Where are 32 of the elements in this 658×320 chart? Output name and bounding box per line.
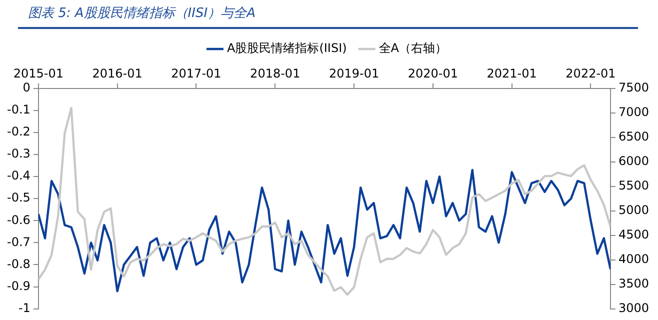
y2-tick-label: 7500	[618, 80, 650, 95]
y-tick-label: -0.4	[6, 168, 30, 183]
x-tick-label: 2022-01	[566, 66, 616, 80]
y-tick-label: -0.5	[6, 190, 30, 205]
y2-tick-label: 7000	[618, 105, 650, 120]
y-tick-label: -0.3	[6, 146, 30, 161]
x-tick-label: 2020-01	[408, 66, 458, 80]
x-tick-label: 2017-01	[171, 66, 222, 80]
x-tick-label: 2016-01	[92, 66, 142, 80]
y-tick-label: -0.7	[6, 234, 30, 249]
x-tick-label: 2015-01	[13, 66, 64, 80]
y2-tick-label: 3500	[618, 276, 650, 290]
y-tick-label: -0.1	[6, 102, 30, 117]
y-tick-label: 0	[22, 80, 30, 95]
x-tick-label: 2018-01	[250, 66, 300, 80]
y-tick-label: -0.2	[6, 124, 30, 139]
y2-tick-label: 5500	[618, 178, 650, 192]
y-tick-label: -0.6	[6, 212, 30, 227]
y-tick-label: -1	[18, 300, 30, 315]
chart-title: 图表 5: A股股民情绪指标（IISI）与全A	[18, 2, 638, 29]
y2-tick-label: 6000	[618, 154, 650, 168]
legend-label: 全A（右轴）	[378, 41, 448, 56]
y2-tick-label: 5000	[618, 202, 650, 217]
y-tick-label: -0.8	[6, 256, 30, 271]
y2-tick-label: 3000	[618, 300, 650, 315]
y2-tick-label: 4500	[618, 227, 650, 242]
legend-label: A股股民情绪指标(IISI)	[226, 41, 347, 56]
x-tick-label: 2021-01	[486, 66, 537, 80]
x-tick-label: 2019-01	[328, 66, 380, 80]
y2-tick-label: 6500	[618, 130, 650, 144]
y2-tick-label: 4000	[618, 252, 650, 266]
y-tick-label: -0.9	[6, 278, 30, 293]
